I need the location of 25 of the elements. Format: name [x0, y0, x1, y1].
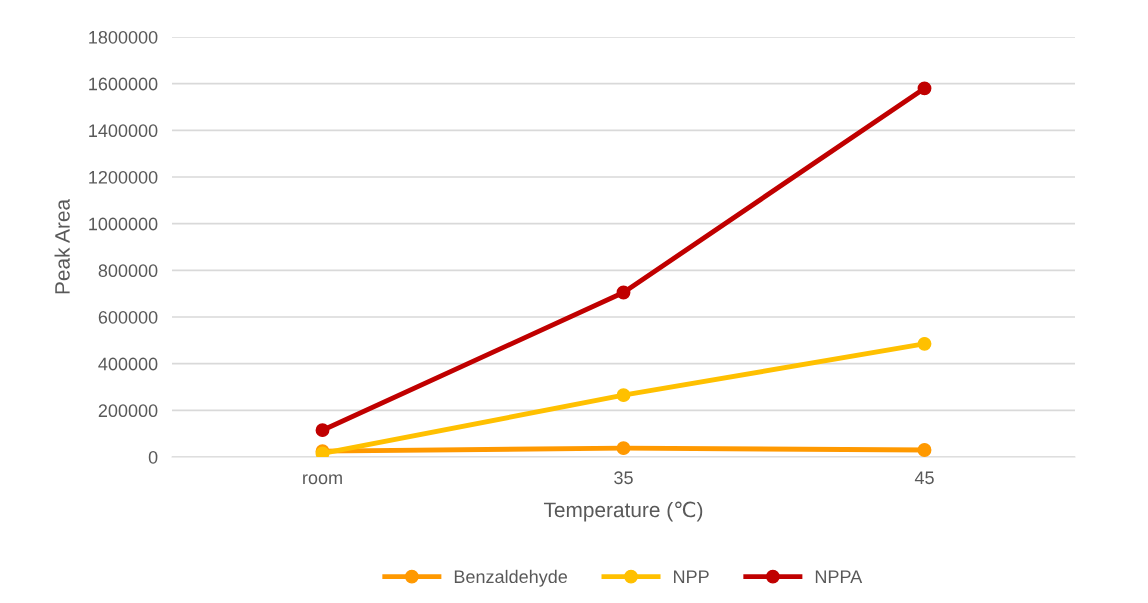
point [616, 441, 631, 456]
y-tick-label: 1800000 [89, 30, 158, 44]
point [917, 443, 932, 457]
x-axis-title: Temperature (℃) [543, 501, 703, 522]
legend-label: Benzaldehyde [454, 569, 568, 587]
point [616, 285, 631, 300]
point [616, 388, 631, 403]
point [917, 336, 932, 351]
y-tick-label: 600000 [98, 310, 158, 324]
x-tick-label: 35 [614, 471, 633, 485]
y-tick-label: 200000 [98, 404, 158, 418]
point [917, 81, 932, 96]
y-tick-label: 1200000 [89, 170, 158, 184]
y-tick-label: 1600000 [89, 77, 158, 91]
y-tick-label: 800000 [98, 264, 158, 278]
y-tick-label: 1000000 [89, 217, 158, 231]
x-tick-label: 45 [914, 471, 934, 485]
legend-label: NPP [674, 570, 709, 583]
y-tick-label: 400000 [98, 357, 158, 371]
legend-label: NPPA [815, 570, 863, 583]
x-tick-label: room [303, 474, 342, 485]
y-tick-label: 1400000 [89, 124, 158, 138]
y-axis-title: Peak Area [54, 198, 70, 294]
point [315, 423, 330, 438]
y-tick-label: 0 [148, 450, 158, 464]
